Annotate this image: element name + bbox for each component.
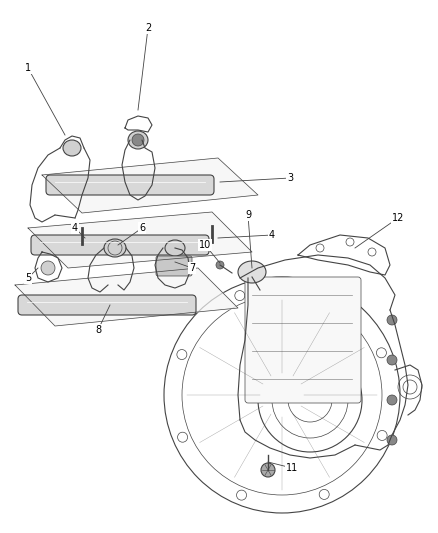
Circle shape (387, 355, 397, 365)
Text: 5: 5 (25, 273, 31, 283)
Text: 2: 2 (145, 23, 151, 33)
Circle shape (237, 490, 247, 500)
Circle shape (132, 134, 144, 146)
Text: 11: 11 (286, 463, 298, 473)
Ellipse shape (128, 131, 148, 149)
Text: 10: 10 (199, 240, 211, 250)
Circle shape (261, 463, 275, 477)
Circle shape (216, 261, 224, 269)
Text: 4: 4 (269, 230, 275, 240)
Ellipse shape (104, 239, 126, 257)
Text: 4: 4 (72, 223, 78, 233)
FancyBboxPatch shape (18, 295, 196, 315)
Ellipse shape (63, 140, 81, 156)
Circle shape (387, 315, 397, 325)
Text: 12: 12 (392, 213, 404, 223)
Polygon shape (15, 268, 238, 326)
FancyBboxPatch shape (31, 235, 209, 255)
Circle shape (41, 261, 55, 275)
FancyBboxPatch shape (245, 277, 361, 403)
Text: 3: 3 (287, 173, 293, 183)
Text: 8: 8 (95, 325, 101, 335)
Ellipse shape (165, 240, 185, 256)
Text: 6: 6 (139, 223, 145, 233)
Text: 1: 1 (25, 63, 31, 73)
FancyBboxPatch shape (156, 256, 192, 276)
Circle shape (318, 290, 328, 300)
Text: 9: 9 (245, 210, 251, 220)
Circle shape (235, 290, 245, 301)
Circle shape (319, 489, 329, 499)
Ellipse shape (238, 261, 266, 283)
Circle shape (177, 432, 187, 442)
Text: 7: 7 (189, 263, 195, 273)
Circle shape (376, 348, 386, 358)
Circle shape (177, 350, 187, 360)
Circle shape (377, 431, 387, 440)
Circle shape (387, 435, 397, 445)
Circle shape (387, 395, 397, 405)
Polygon shape (42, 158, 258, 213)
Polygon shape (28, 212, 252, 268)
FancyBboxPatch shape (46, 175, 214, 195)
